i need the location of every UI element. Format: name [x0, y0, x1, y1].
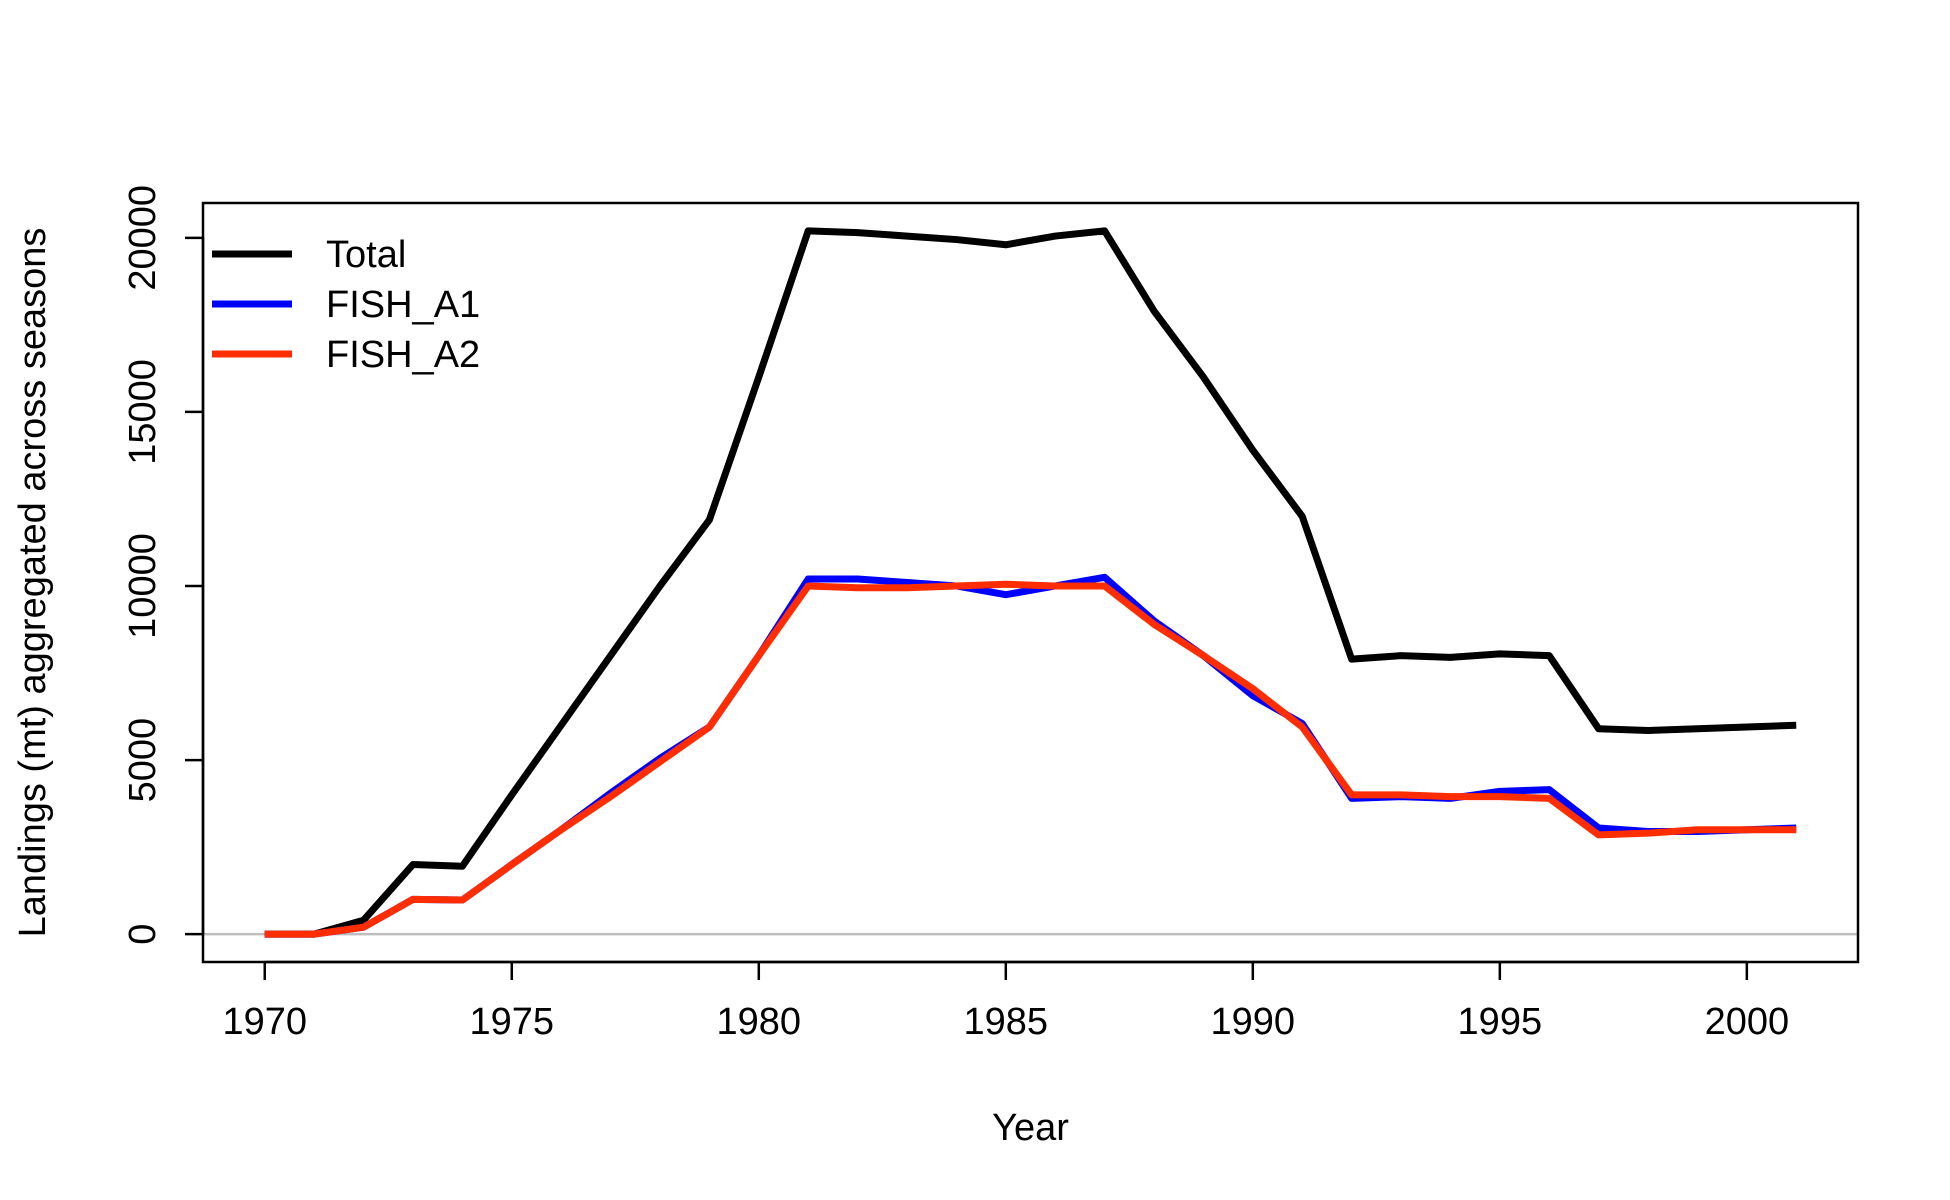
- y-tick-label: 20000: [122, 185, 164, 291]
- legend: Total FISH_A1 FISH_A2: [212, 234, 480, 376]
- y-axis: 0 5000 10000 15000 20000: [122, 185, 205, 945]
- legend-label-fish-a1: FISH_A1: [326, 284, 480, 326]
- series-line-total: [264, 227, 1797, 938]
- x-tick-label: 1995: [1458, 1001, 1543, 1043]
- x-tick-label: 1990: [1211, 1001, 1296, 1043]
- x-axis: 1970 1975 1980 1985 1990 1995 2000: [222, 960, 1790, 1043]
- y-tick-label: 5000: [122, 718, 164, 803]
- series-line-fish-a2: [264, 580, 1797, 938]
- y-tick-label: 0: [122, 924, 164, 945]
- x-tick-label: 1985: [964, 1001, 1049, 1043]
- y-tick-label: 15000: [122, 359, 164, 465]
- y-axis-title: Landings (mt) aggregated across seasons: [12, 228, 54, 938]
- y-tick-label: 10000: [122, 533, 164, 639]
- x-tick-label: 1975: [469, 1001, 554, 1043]
- legend-label-fish-a2: FISH_A2: [326, 334, 480, 376]
- x-tick-label: 1970: [222, 1001, 307, 1043]
- series-layer: [264, 227, 1797, 938]
- x-axis-title: Year: [992, 1107, 1069, 1149]
- legend-label-total: Total: [326, 234, 406, 276]
- x-tick-label: 2000: [1705, 1001, 1790, 1043]
- x-tick-label: 1980: [717, 1001, 802, 1043]
